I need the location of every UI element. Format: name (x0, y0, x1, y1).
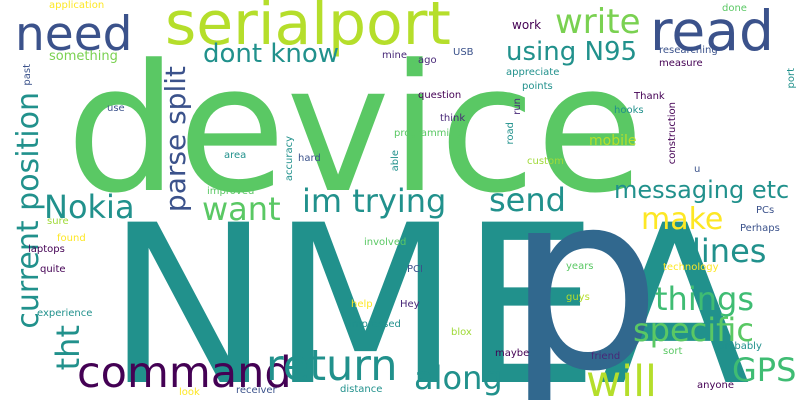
word-hooks: hooks (614, 105, 644, 116)
word-anyone: anyone (697, 380, 734, 391)
word-question: question (418, 90, 462, 101)
word-laptops: laptops (28, 244, 65, 255)
word-receiver: receiver (236, 385, 277, 396)
word-distance: distance (340, 384, 383, 395)
word-improved: improved (207, 186, 255, 197)
word-mobile: mobile (589, 133, 637, 149)
word-measure: measure (659, 58, 703, 69)
word-pci: PCI (407, 264, 423, 275)
word-think: think (440, 113, 466, 124)
word-pcs: PCs (756, 205, 775, 216)
word-involved: involved (364, 237, 407, 248)
word-look: look (179, 387, 200, 398)
word-command: command (77, 348, 292, 398)
word-need: need (15, 7, 133, 62)
word-road: road (505, 122, 516, 145)
word-read: read (650, 0, 774, 63)
word-along: along (414, 359, 503, 397)
word-return: return (266, 341, 398, 391)
word-appreciate: appreciate (506, 67, 560, 78)
word-experience: experience (37, 308, 93, 319)
word-points: points (522, 81, 553, 92)
word-port: port (786, 68, 797, 89)
word-application: application (49, 0, 105, 11)
word-hard: hard (298, 153, 321, 164)
word-technology: technology (663, 262, 719, 273)
word-messaging-etc: messaging etc (614, 176, 790, 204)
word-guys: guys (566, 292, 590, 303)
word-make: make (641, 202, 724, 237)
word-quite: quite (40, 264, 66, 275)
word-found: found (57, 233, 86, 244)
word-thank: Thank (634, 91, 665, 102)
word-write: write (555, 2, 641, 42)
word-u: u (694, 164, 701, 175)
word-custom: custom (527, 156, 564, 167)
word-years: years (566, 261, 594, 272)
word-blox: blox (451, 327, 472, 338)
word-past: past (22, 64, 33, 86)
word-lines: lines (692, 232, 767, 270)
word-things: things (655, 280, 754, 318)
word-programming: programming (394, 128, 462, 139)
word-usb: USB (453, 47, 474, 58)
word-p: p (506, 140, 662, 400)
word-something: something (49, 49, 118, 64)
word-using-n95: using N95 (506, 37, 638, 67)
word-mine: mine (382, 50, 408, 61)
word-probably: probably (718, 341, 762, 352)
word-done: done (722, 3, 747, 14)
word-run: run (512, 98, 523, 115)
word-use: use (107, 103, 125, 114)
word-nokia: Nokia (44, 188, 135, 226)
word-area: area (224, 150, 247, 161)
word-perhaps: Perhaps (740, 223, 780, 234)
word-sure: sure (47, 216, 69, 227)
word-researching: researching (659, 45, 718, 56)
word-want: want (202, 190, 281, 228)
word-nmea: NMEA (106, 178, 750, 400)
word-send: send (489, 181, 566, 219)
word-able: able (390, 150, 401, 172)
word-construction: construction (667, 102, 678, 165)
word-help: help (351, 299, 373, 310)
word-friend: friend (591, 351, 621, 362)
word-accuracy: accuracy (284, 136, 295, 182)
word-dont-know: dont know (203, 39, 340, 69)
word-device: device (66, 27, 645, 232)
word-parse-split: parse split (159, 66, 192, 213)
word-im-trying: im trying (302, 182, 447, 220)
word-serialport: serialport (165, 0, 451, 59)
word-work: work (512, 18, 542, 32)
word-will: will (586, 357, 658, 400)
word-impressed: impressed (349, 319, 401, 330)
word-specific: specific (633, 311, 754, 349)
word-ago: ago (418, 55, 437, 66)
word-maybe: maybe (495, 348, 530, 359)
word-sort: sort (663, 346, 683, 357)
word-hey: Hey (400, 299, 420, 310)
word-current-position: current position (11, 92, 46, 329)
word-gps: GPS (732, 351, 797, 389)
